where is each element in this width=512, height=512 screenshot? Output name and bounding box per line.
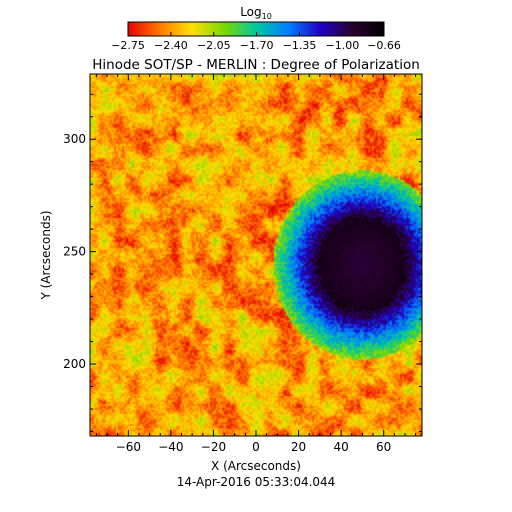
colorbar-tick-label: −1.00: [325, 39, 359, 52]
y-tick-label: 300: [63, 132, 86, 146]
y-axis-label: Y (Arcseconds): [39, 210, 53, 300]
colorbar: [127, 21, 385, 37]
date-stamp: 14-Apr-2016 05:33:04.044: [177, 475, 336, 489]
y-tick-label: 250: [63, 245, 86, 259]
x-tick-label: 20: [291, 440, 306, 454]
colorbar-tick-label: −2.05: [197, 39, 231, 52]
y-tick-label: 200: [63, 357, 86, 371]
x-tick-label: −20: [201, 440, 226, 454]
x-tick-label: 60: [376, 440, 391, 454]
x-tick-label: −40: [158, 440, 183, 454]
x-axis-label: X (Arcseconds): [211, 459, 301, 473]
x-tick-label: 40: [333, 440, 348, 454]
y-axis: 200 250 300: [63, 93, 422, 433]
colorbar-tick-label: −2.40: [154, 39, 188, 52]
x-tick-label: 0: [252, 440, 260, 454]
polarization-heatmap: [90, 74, 422, 436]
colorbar-tick-label: −2.75: [111, 39, 145, 52]
colorbar-tick-label: −1.35: [283, 39, 317, 52]
chart-title: Hinode SOT/SP - MERLIN : Degree of Polar…: [92, 57, 420, 73]
colorbar-ticks: −2.75 −2.40 −2.05 −1.70 −1.35 −1.00 −0.66: [111, 32, 401, 52]
colorbar-tick-label: −0.66: [367, 39, 401, 52]
colorbar-label: Log10: [240, 5, 272, 21]
x-tick-label: −60: [116, 440, 141, 454]
x-axis: −60 −40 −20 0 20 40 60: [95, 74, 417, 454]
colorbar-tick-label: −1.70: [240, 39, 274, 52]
